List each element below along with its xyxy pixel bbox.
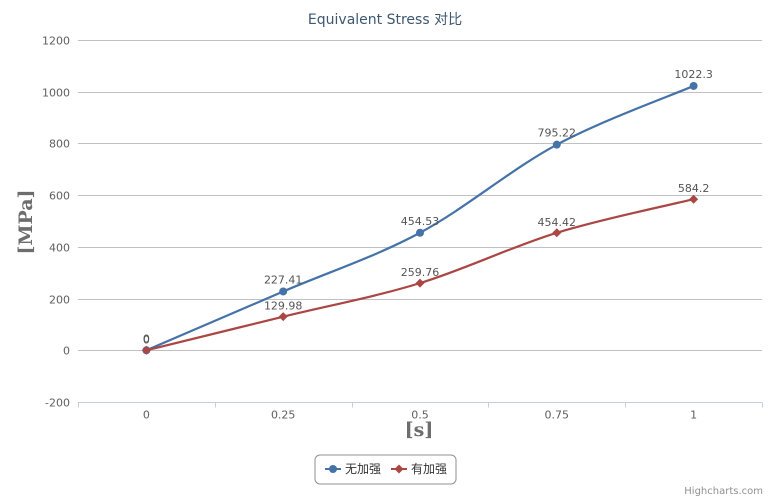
data-label: 1022.3 bbox=[674, 68, 713, 81]
data-label: 454.53 bbox=[401, 215, 440, 228]
legend-marker bbox=[329, 465, 337, 473]
data-point bbox=[552, 228, 562, 238]
y-tick-label: 800 bbox=[49, 138, 70, 151]
x-tick-label: 0 bbox=[143, 409, 150, 422]
legend-item-2[interactable]: 有加强 bbox=[391, 462, 447, 476]
x-tick-label: 0.75 bbox=[545, 409, 570, 422]
legend-marker bbox=[394, 464, 404, 474]
data-label: 259.76 bbox=[401, 266, 440, 279]
data-point bbox=[141, 345, 151, 355]
credits-label[interactable]: Highcharts.com bbox=[684, 486, 763, 497]
data-label: 795.22 bbox=[538, 127, 577, 140]
data-point bbox=[416, 228, 424, 237]
data-label: 0 bbox=[143, 332, 150, 345]
data-label: 454.42 bbox=[538, 216, 577, 229]
legend: 无加强 有加强 bbox=[314, 454, 457, 485]
y-tick-label: 600 bbox=[49, 190, 70, 203]
data-label: 0 bbox=[143, 333, 150, 346]
data-point bbox=[279, 287, 288, 296]
x-axis-title: [s] bbox=[405, 419, 434, 441]
data-point bbox=[689, 194, 699, 204]
y-axis-ticks: -200 0 200 400 600 800 1000 1200 bbox=[42, 35, 70, 410]
series-group: 0227.41454.53795.221022.30129.98259.7645… bbox=[141, 68, 713, 355]
y-tick-label: 1000 bbox=[42, 87, 70, 100]
x-tick-label: 1 bbox=[690, 409, 697, 422]
y-tick-label: 1200 bbox=[42, 35, 70, 48]
x-tick-label: 0.25 bbox=[271, 409, 296, 422]
y-axis-title: [MPa] bbox=[15, 189, 37, 254]
data-point bbox=[278, 312, 288, 322]
data-point bbox=[689, 81, 698, 90]
y-tick-label: 200 bbox=[49, 294, 70, 307]
legend-label: 无加强 bbox=[345, 462, 381, 476]
grid bbox=[78, 40, 762, 403]
series-2: 0 129.98 259.76 454.42 584.2 bbox=[141, 182, 710, 355]
series-1: 0 227.41 454.53 795.22 1022.3 bbox=[142, 68, 713, 355]
legend-box bbox=[314, 454, 457, 485]
x-axis: 0 0.25 0.5 0.75 1 bbox=[78, 402, 763, 422]
legend-label: 有加强 bbox=[411, 462, 447, 476]
data-label: 227.41 bbox=[264, 273, 303, 286]
data-point bbox=[552, 140, 561, 149]
y-tick-label: 0 bbox=[63, 345, 70, 358]
data-label: 129.98 bbox=[264, 300, 303, 313]
data-label: 584.2 bbox=[678, 182, 710, 195]
chart-title: Equivalent Stress 对比 bbox=[308, 12, 462, 28]
x-tick-label: 0.5 bbox=[411, 409, 429, 422]
legend-item-1[interactable]: 无加强 bbox=[325, 462, 381, 476]
y-tick-label: -200 bbox=[45, 397, 70, 410]
data-point bbox=[415, 278, 425, 288]
y-tick-label: 400 bbox=[49, 242, 70, 255]
